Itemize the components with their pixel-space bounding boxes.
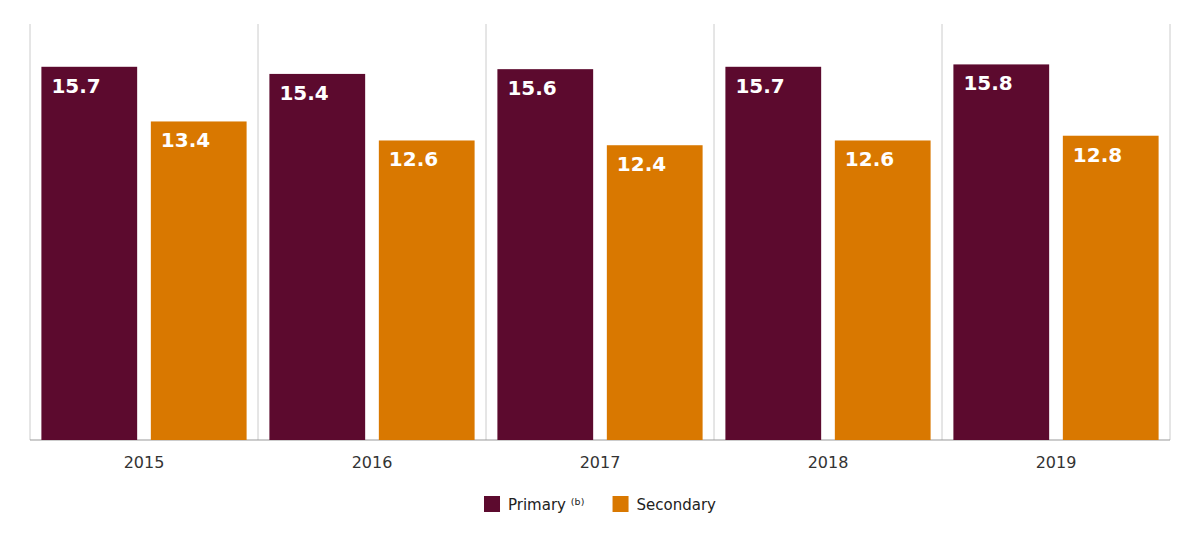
legend-swatch [484,496,500,512]
bar [835,140,931,440]
bar [953,64,1049,440]
bar [725,67,821,440]
x-tick-label: 2015 [124,453,165,472]
data-label: 15.7 [735,74,784,98]
group-separator [486,24,487,440]
data-label: 13.4 [161,128,210,152]
data-label: 15.7 [51,74,100,98]
group-separator [258,24,259,440]
bar [151,121,247,440]
x-tick-label: 2017 [580,453,621,472]
data-label: 12.8 [1073,143,1122,167]
legend: Primary ⁽ᵇ⁾ Secondary [484,496,716,514]
x-tick-label: 2018 [808,453,849,472]
legend-label: Secondary [637,496,717,514]
bar [497,69,593,440]
bar [1063,136,1159,440]
chart: 15.7 15.4 15.6 15.7 15.8 13.4 12.6 12.4 12.6 12.8… [0,0,1200,540]
bars [41,64,1158,440]
data-label: 15.6 [507,76,556,100]
legend-label: Primary ⁽ᵇ⁾ [508,496,585,514]
data-label: 12.4 [617,152,666,176]
data-label: 15.8 [963,71,1012,95]
x-tick-label: 2019 [1036,453,1077,472]
data-label: 12.6 [389,147,438,171]
data-label: 12.6 [845,147,894,171]
group-separator [1170,24,1171,440]
data-label: 15.4 [279,81,328,105]
group-separator [30,24,31,440]
bar [269,74,365,440]
bar [607,145,703,440]
data-labels: 15.7 15.4 15.6 15.7 15.8 13.4 12.6 12.4 12.6 12.8 [51,71,1122,176]
bar [379,140,475,440]
chart-container: 15.7 15.4 15.6 15.7 15.8 13.4 12.6 12.4 12.6 12.8… [0,0,1200,540]
group-separator [942,24,943,440]
legend-swatch [613,496,629,512]
group-separator [714,24,715,440]
bar [41,67,137,440]
x-tick-label: 2016 [352,453,393,472]
